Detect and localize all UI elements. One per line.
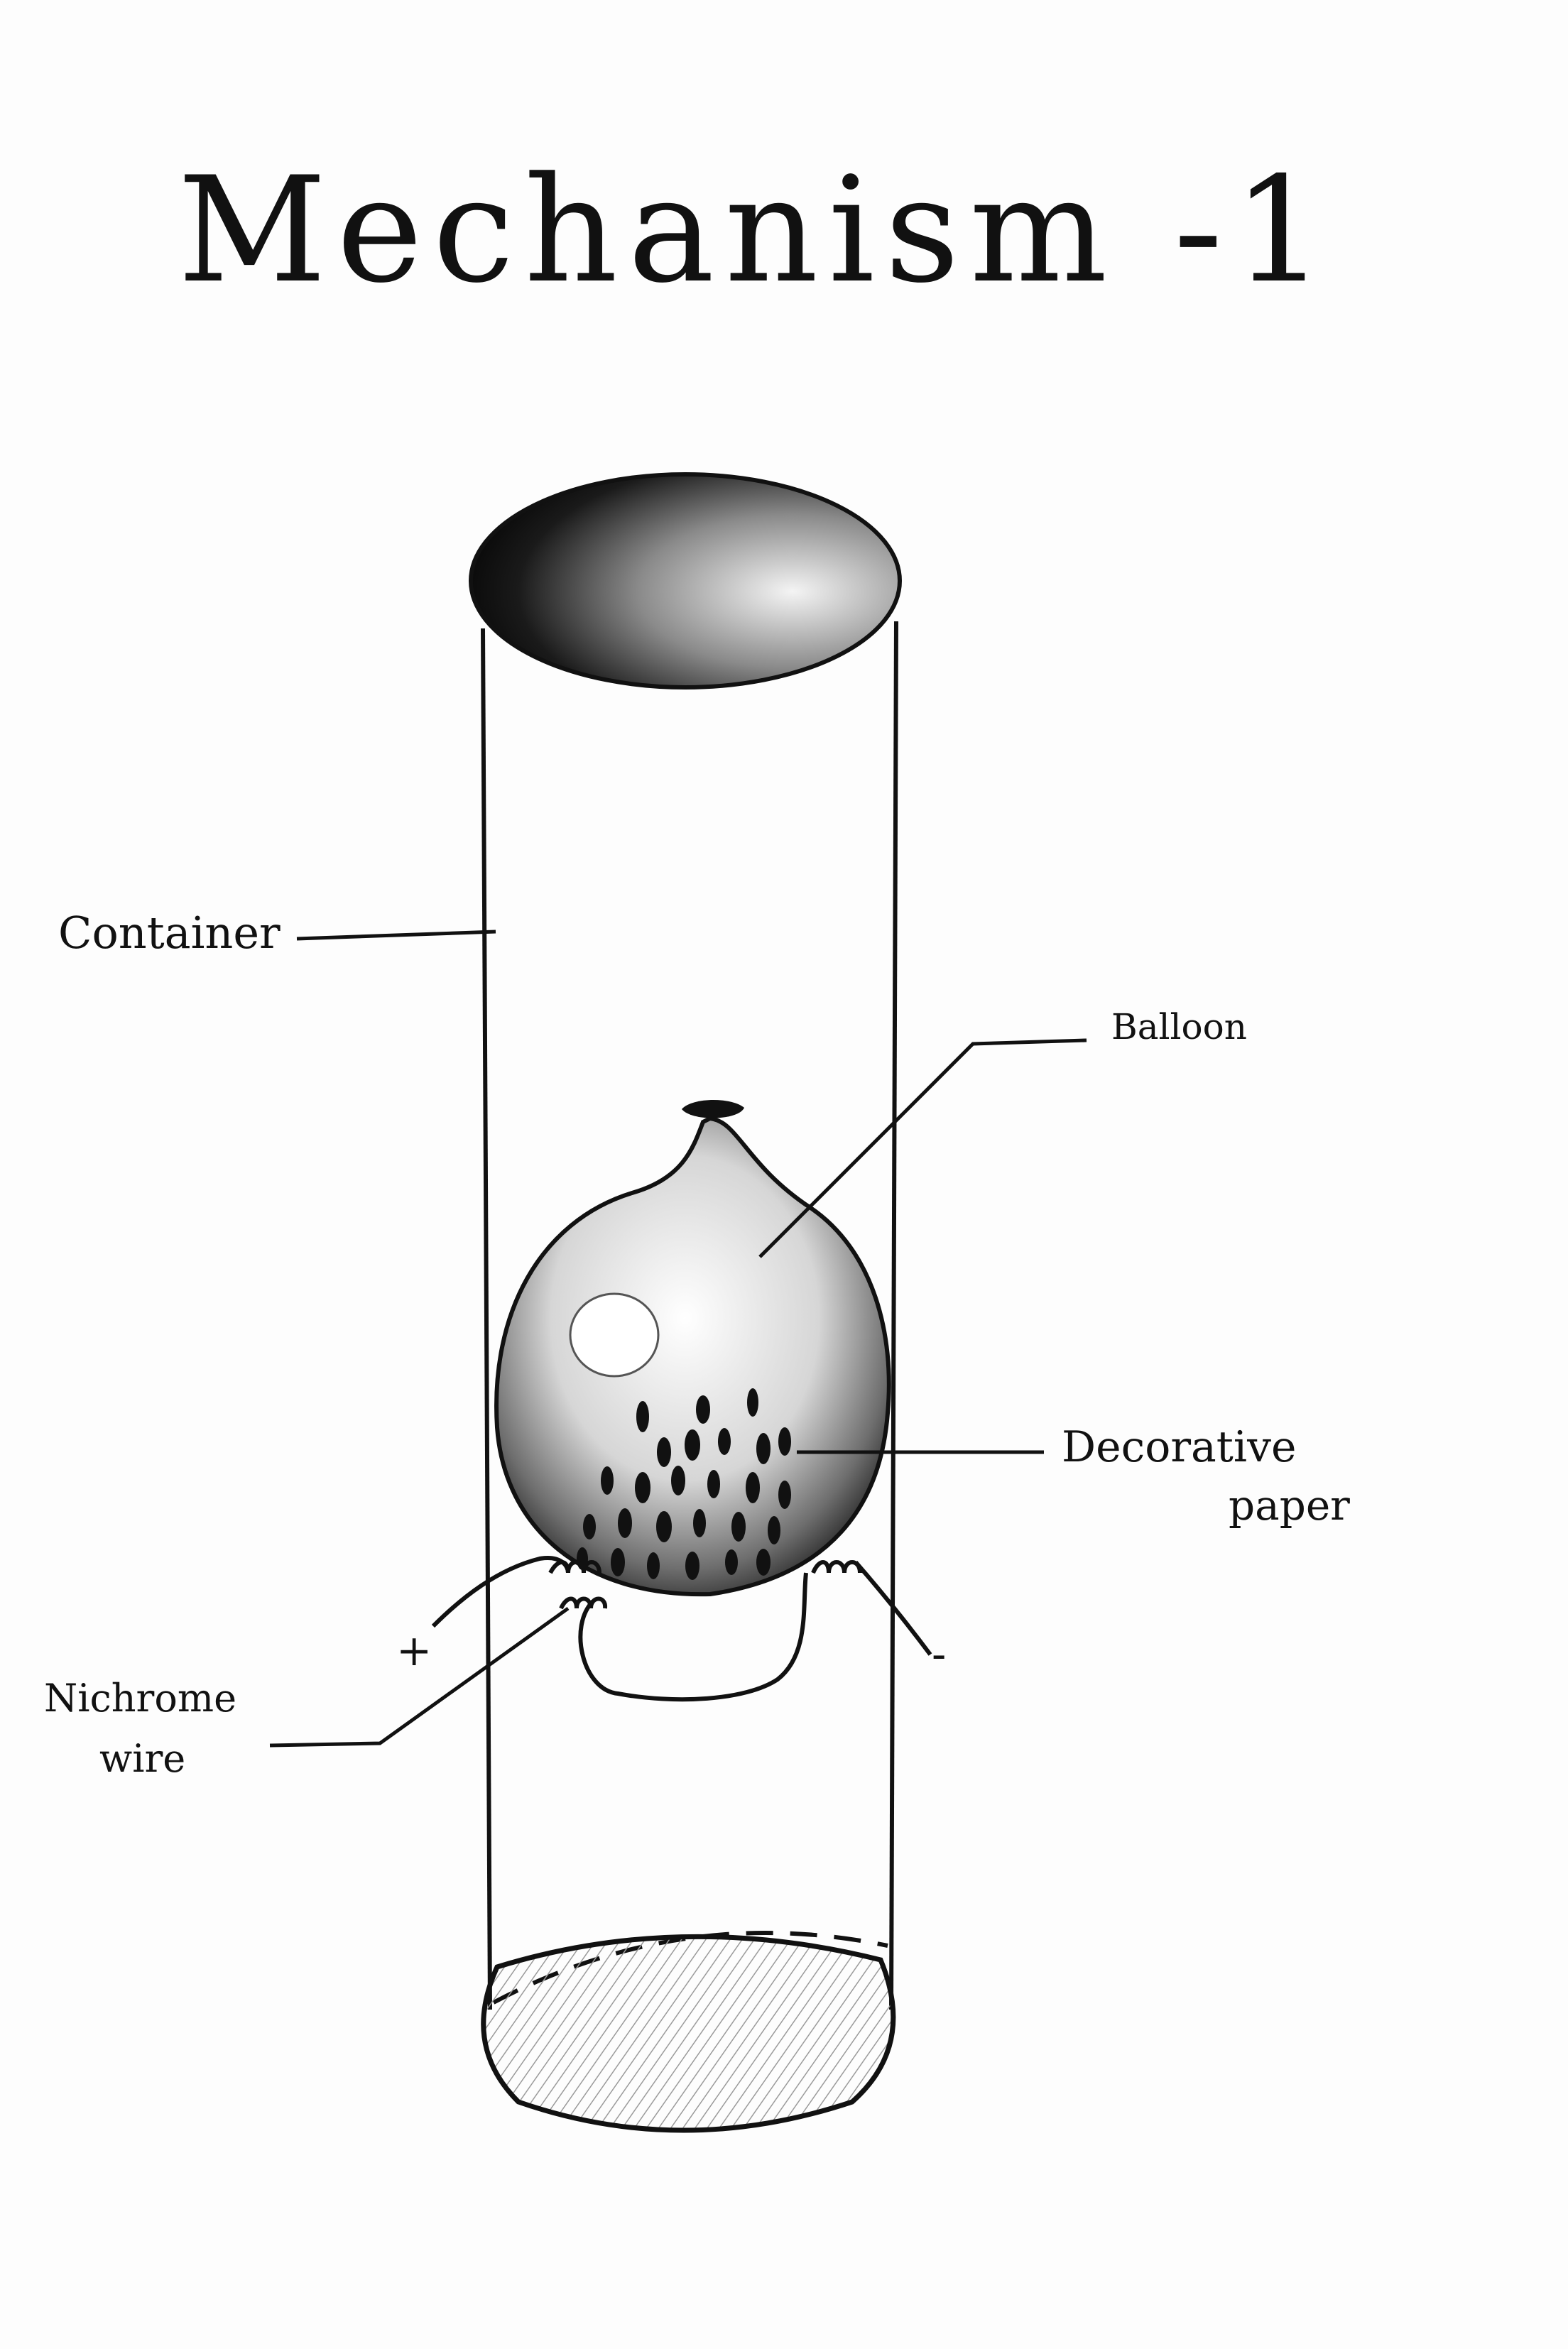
decorative-paper-label-line2: paper <box>1229 1481 1350 1530</box>
page-title: Mechanism -1 <box>178 146 1335 315</box>
positive-terminal-label: + <box>396 1626 432 1676</box>
container-top-cap <box>469 472 902 690</box>
nichrome-coil-left <box>548 1560 601 1574</box>
decorative-paper-label-line1: Decorative <box>1062 1422 1297 1472</box>
balloon <box>494 1099 891 1597</box>
nichrome-loop <box>578 1572 808 1702</box>
container-right-wall <box>889 621 898 2010</box>
container-left-wall <box>481 628 492 2010</box>
nichrome-coil-left-lower <box>559 1596 608 1610</box>
nichrome-wire-circuit <box>431 1556 932 1702</box>
balloon-leader <box>758 1038 1087 1258</box>
container-tube <box>469 472 902 2133</box>
container-bottom-cap <box>481 1934 896 2133</box>
balloon-body <box>494 1116 891 1597</box>
leader-lines <box>269 930 1087 1748</box>
balloon-knot <box>682 1099 744 1118</box>
nichrome-wire-leader <box>269 1606 570 1748</box>
container-leader <box>296 930 496 941</box>
negative-terminal-label: - <box>932 1630 946 1679</box>
negative-lead <box>854 1561 932 1656</box>
decorative-paper-flakes <box>577 1388 791 1580</box>
balloon-highlight <box>569 1292 660 1378</box>
balloon-label: Balloon <box>1111 1006 1247 1047</box>
container-label: Container <box>58 907 281 959</box>
nichrome-wire-label-line1: Nichrome <box>44 1676 236 1721</box>
nichrome-coil-right <box>811 1560 862 1574</box>
positive-lead <box>431 1556 570 1628</box>
nichrome-wire-label-line2: wire <box>99 1736 185 1781</box>
